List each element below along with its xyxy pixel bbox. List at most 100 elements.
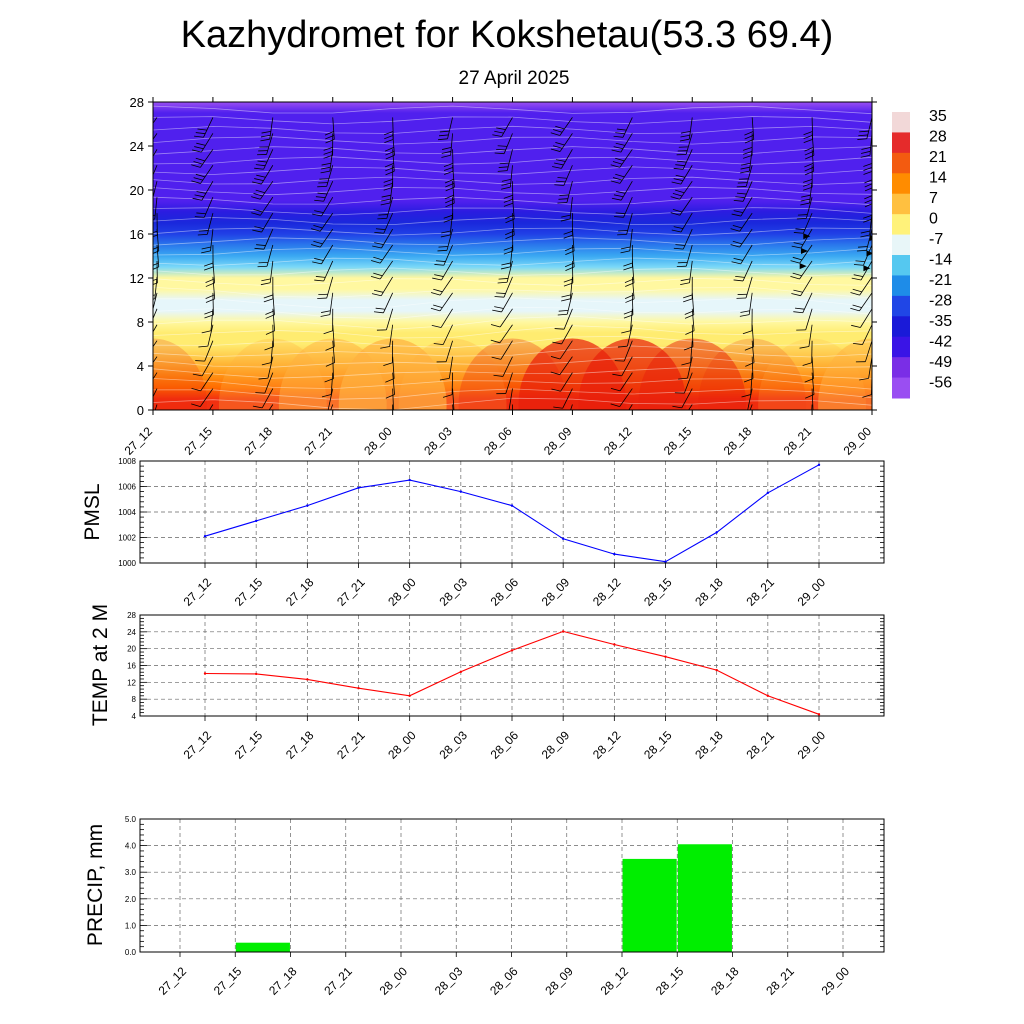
wind-barb (153, 181, 158, 199)
wind-barb (612, 356, 633, 377)
precip-bar (235, 942, 290, 952)
colorbar-label: 21 (929, 149, 947, 166)
series-point (306, 504, 309, 507)
series-point (408, 694, 411, 697)
wind-barb (255, 372, 274, 394)
wind-barb (672, 388, 693, 409)
wind-barb (550, 133, 573, 152)
wind-barb (191, 149, 214, 168)
panel-grid (140, 460, 884, 564)
wind-barb (153, 165, 158, 176)
wind-barb (857, 228, 872, 257)
series-point (766, 491, 770, 495)
wind-barb (611, 180, 633, 201)
panel-x-tick-label: 28_18 (692, 575, 726, 609)
wind-barb (800, 181, 813, 206)
wind-barb (620, 229, 633, 254)
wind-barb (430, 292, 453, 312)
wind-barb (330, 404, 334, 410)
panel-x-tick-label: 28_12 (590, 728, 624, 762)
wind-barb (688, 404, 693, 410)
wind-barb (563, 213, 574, 239)
heatmap-x-tick-label: 28_09 (541, 424, 575, 458)
wind-barb (744, 388, 753, 410)
panel-x-tick-label: 27_18 (283, 575, 317, 609)
colorbar-label: -28 (929, 293, 952, 310)
wind-barb (610, 165, 633, 184)
series-point (459, 670, 463, 674)
wind-barb (153, 244, 160, 270)
series-point (357, 687, 360, 690)
wind-barb (383, 165, 394, 191)
panel-y-tick-label: 20 (127, 645, 136, 654)
wind-barb (623, 244, 633, 271)
heatmap-x-tick-label: 27_21 (301, 424, 335, 458)
wind-barb (676, 244, 693, 268)
panel-x-tick-label: 28_21 (743, 575, 777, 609)
wind-barb (444, 181, 455, 208)
panel-x-tick-label: 28_12 (590, 575, 624, 609)
wind-barb (744, 324, 755, 351)
wind-barb (550, 356, 573, 376)
series-point (510, 649, 514, 652)
wind-barb (201, 229, 214, 254)
series-point (613, 643, 616, 646)
wind-barb (494, 276, 513, 298)
colorbar-label: 28 (929, 129, 947, 146)
wind-barb (560, 197, 573, 222)
wind-barb (552, 324, 573, 345)
wind-barb (372, 228, 394, 249)
panel-x-tick-label: 28_09 (539, 575, 573, 609)
panel-x-tick-label: 28_03 (432, 964, 466, 998)
panel-x-tick-label: 28_09 (542, 964, 576, 998)
wind-barb (863, 149, 872, 175)
figure-subtitle: 27 April 2025 (459, 68, 570, 89)
panel-y-tick-label: 24 (127, 628, 136, 637)
wind-barb (384, 149, 395, 176)
wind-barb (203, 244, 214, 271)
heatmap-x-tick-label: 28_21 (781, 424, 815, 458)
colorbar-label: 7 (929, 190, 938, 207)
panel-x-tick-label: 28_00 (385, 575, 419, 609)
panel-grid (140, 818, 884, 953)
wind-barb (742, 133, 753, 159)
wind-barb (494, 133, 513, 155)
surface-temperature-anomaly (818, 338, 872, 410)
wind-barb (324, 388, 334, 410)
panel-x-tick-label: 28_21 (763, 964, 797, 998)
wind-barb (624, 276, 635, 303)
wind-barb (391, 404, 394, 410)
heatmap-y-tick-label: 16 (130, 227, 144, 242)
temperature-contour (153, 345, 872, 358)
colorbar-swatch (892, 255, 910, 276)
colorbar-swatch (892, 295, 910, 317)
wind-barb (557, 181, 573, 204)
series-point (715, 668, 718, 672)
wind-barb (811, 388, 814, 410)
panel-x-tick-label: 28_00 (385, 728, 419, 762)
wind-barb (736, 276, 753, 299)
panel-y-tick-label: 1002 (118, 534, 136, 543)
wind-barb (153, 388, 158, 398)
wind-barb (741, 372, 753, 398)
wind-barb (613, 117, 633, 138)
wind-barb (552, 149, 573, 169)
panel-y-tick-label: 4 (132, 712, 137, 721)
panel-grid (140, 614, 884, 717)
wind-barb (503, 229, 514, 255)
colorbar-label: -49 (929, 354, 952, 371)
panel-x-tick-label: 28_12 (598, 964, 632, 998)
panel-y-tick-label: 12 (127, 678, 136, 687)
wind-barb (452, 388, 455, 410)
wind-barb (197, 212, 214, 236)
wind-barb (265, 308, 276, 335)
wind-barb (374, 212, 394, 234)
wind-barb (803, 165, 813, 191)
wind-barb (804, 356, 814, 383)
wind-barb (793, 212, 813, 240)
panel-y-tick-label: 3.0 (125, 868, 137, 877)
wind-barb (730, 228, 753, 248)
wind-barb (153, 356, 158, 364)
panel-y-tick-label: 4.0 (125, 842, 137, 851)
